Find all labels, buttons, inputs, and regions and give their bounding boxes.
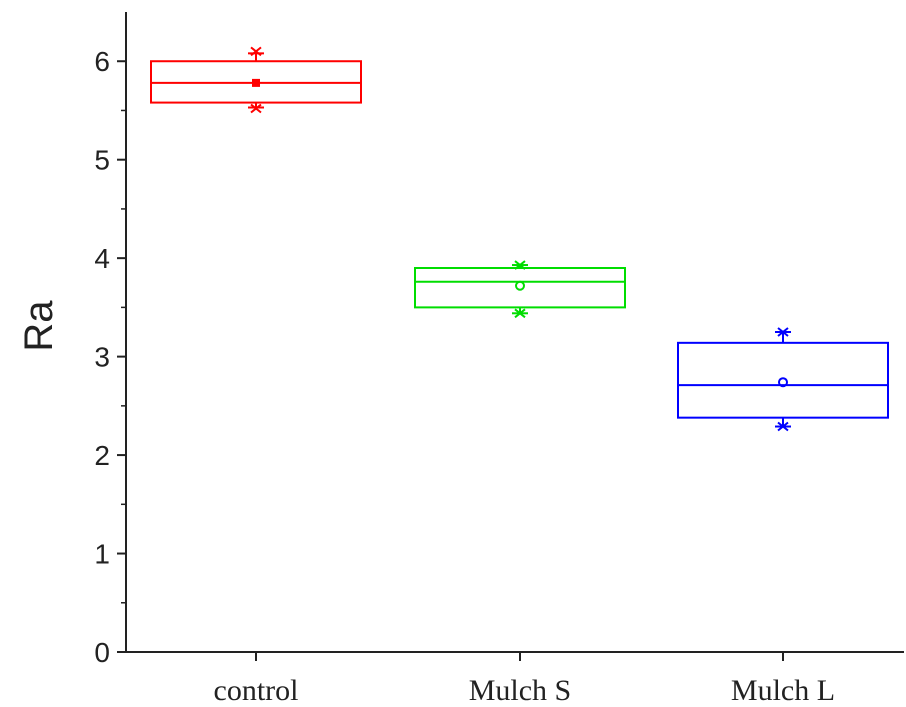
min-marker (514, 308, 526, 319)
mean-marker (515, 280, 525, 291)
max-marker (514, 260, 526, 270)
y-tick-label-5: 5 (94, 145, 110, 176)
y-tick-label-0: 0 (94, 637, 110, 668)
max-marker (777, 327, 789, 337)
y-tick-label-4: 4 (94, 243, 110, 274)
y-axis: 0 1 2 3 4 5 6 (94, 12, 127, 668)
box-iqr (414, 267, 626, 309)
x-tick-label-1: Mulch S (469, 674, 572, 707)
y-tick-label-1: 1 (94, 539, 110, 570)
box-mulch-l (677, 327, 889, 432)
y-tick-label-6: 6 (94, 46, 110, 77)
box-mulch-s (414, 260, 626, 319)
y-axis-title: Ra (17, 300, 61, 352)
max-marker (250, 46, 262, 57)
mean-marker (778, 377, 788, 388)
min-marker (250, 103, 262, 114)
y-tick-label-3: 3 (94, 342, 110, 373)
box-control (150, 46, 362, 114)
mean-marker (252, 78, 260, 87)
y-tick-label-2: 2 (94, 440, 110, 471)
box-iqr (677, 341, 889, 419)
min-marker (777, 421, 789, 432)
box-series (150, 46, 889, 432)
x-tick-label-0: control (214, 674, 299, 707)
x-axis: control Mulch S Mulch L (126, 651, 904, 707)
x-tick-label-2: Mulch L (731, 674, 835, 707)
